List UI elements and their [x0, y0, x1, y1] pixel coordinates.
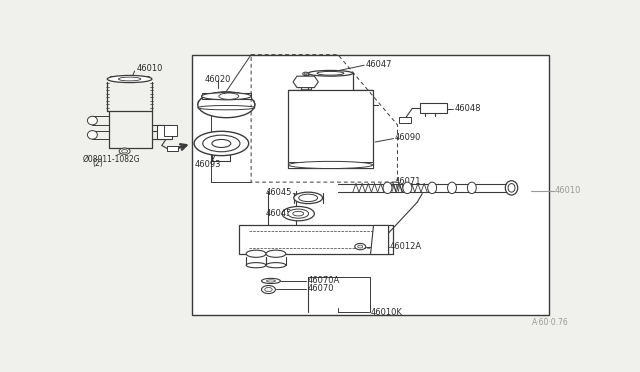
Text: 46010: 46010 — [137, 64, 163, 74]
Ellipse shape — [294, 192, 323, 203]
Text: 46048: 46048 — [454, 104, 481, 113]
Ellipse shape — [88, 116, 97, 125]
Ellipse shape — [262, 278, 280, 283]
Polygon shape — [239, 225, 388, 254]
Polygon shape — [288, 90, 372, 168]
Ellipse shape — [262, 286, 275, 294]
Text: 46090: 46090 — [395, 133, 421, 142]
Ellipse shape — [266, 263, 286, 268]
Bar — [167, 146, 178, 151]
Text: 46071: 46071 — [395, 177, 422, 186]
Ellipse shape — [212, 140, 231, 147]
Ellipse shape — [219, 93, 239, 99]
Ellipse shape — [246, 250, 266, 257]
Ellipse shape — [265, 288, 272, 292]
Ellipse shape — [246, 263, 266, 268]
Ellipse shape — [266, 250, 286, 257]
Ellipse shape — [108, 76, 152, 83]
Text: 46010: 46010 — [554, 186, 580, 195]
Ellipse shape — [506, 181, 518, 195]
Ellipse shape — [447, 182, 456, 193]
Ellipse shape — [358, 245, 363, 248]
Text: (2): (2) — [92, 159, 103, 168]
Ellipse shape — [88, 131, 97, 139]
Ellipse shape — [355, 243, 365, 250]
Bar — [202, 93, 251, 99]
Ellipse shape — [119, 148, 130, 154]
Text: A·60·0.76: A·60·0.76 — [532, 318, 568, 327]
Bar — [164, 125, 177, 136]
Bar — [191, 55, 548, 315]
Bar — [399, 118, 412, 122]
Ellipse shape — [299, 194, 317, 202]
Ellipse shape — [202, 93, 251, 100]
Ellipse shape — [198, 92, 255, 118]
Text: 46045: 46045 — [266, 188, 292, 197]
Ellipse shape — [194, 131, 248, 155]
Ellipse shape — [508, 183, 515, 192]
Ellipse shape — [282, 206, 314, 221]
Text: 46070: 46070 — [307, 284, 333, 293]
Ellipse shape — [304, 73, 307, 75]
Polygon shape — [288, 162, 372, 168]
Text: 46020: 46020 — [205, 74, 232, 83]
Ellipse shape — [403, 182, 412, 193]
Text: 46047: 46047 — [365, 60, 392, 68]
Ellipse shape — [467, 182, 476, 193]
Ellipse shape — [383, 182, 392, 193]
Ellipse shape — [289, 161, 372, 169]
Text: 46010K: 46010K — [370, 308, 402, 317]
Ellipse shape — [288, 209, 308, 218]
Ellipse shape — [428, 182, 436, 193]
Ellipse shape — [303, 72, 308, 76]
Text: 46045: 46045 — [266, 209, 292, 218]
Ellipse shape — [118, 77, 141, 81]
Ellipse shape — [122, 150, 127, 153]
Polygon shape — [293, 76, 318, 87]
Text: Ø08911-1082G: Ø08911-1082G — [83, 155, 140, 164]
Polygon shape — [370, 225, 388, 254]
Bar — [420, 103, 447, 113]
Ellipse shape — [198, 106, 255, 110]
Ellipse shape — [308, 70, 353, 76]
Text: 46093: 46093 — [195, 160, 221, 169]
Ellipse shape — [203, 135, 240, 152]
Ellipse shape — [266, 280, 275, 282]
Text: 46012A: 46012A — [390, 242, 422, 251]
Ellipse shape — [317, 71, 344, 75]
Ellipse shape — [292, 211, 304, 216]
Polygon shape — [157, 125, 172, 139]
Text: 46070A: 46070A — [307, 276, 339, 285]
